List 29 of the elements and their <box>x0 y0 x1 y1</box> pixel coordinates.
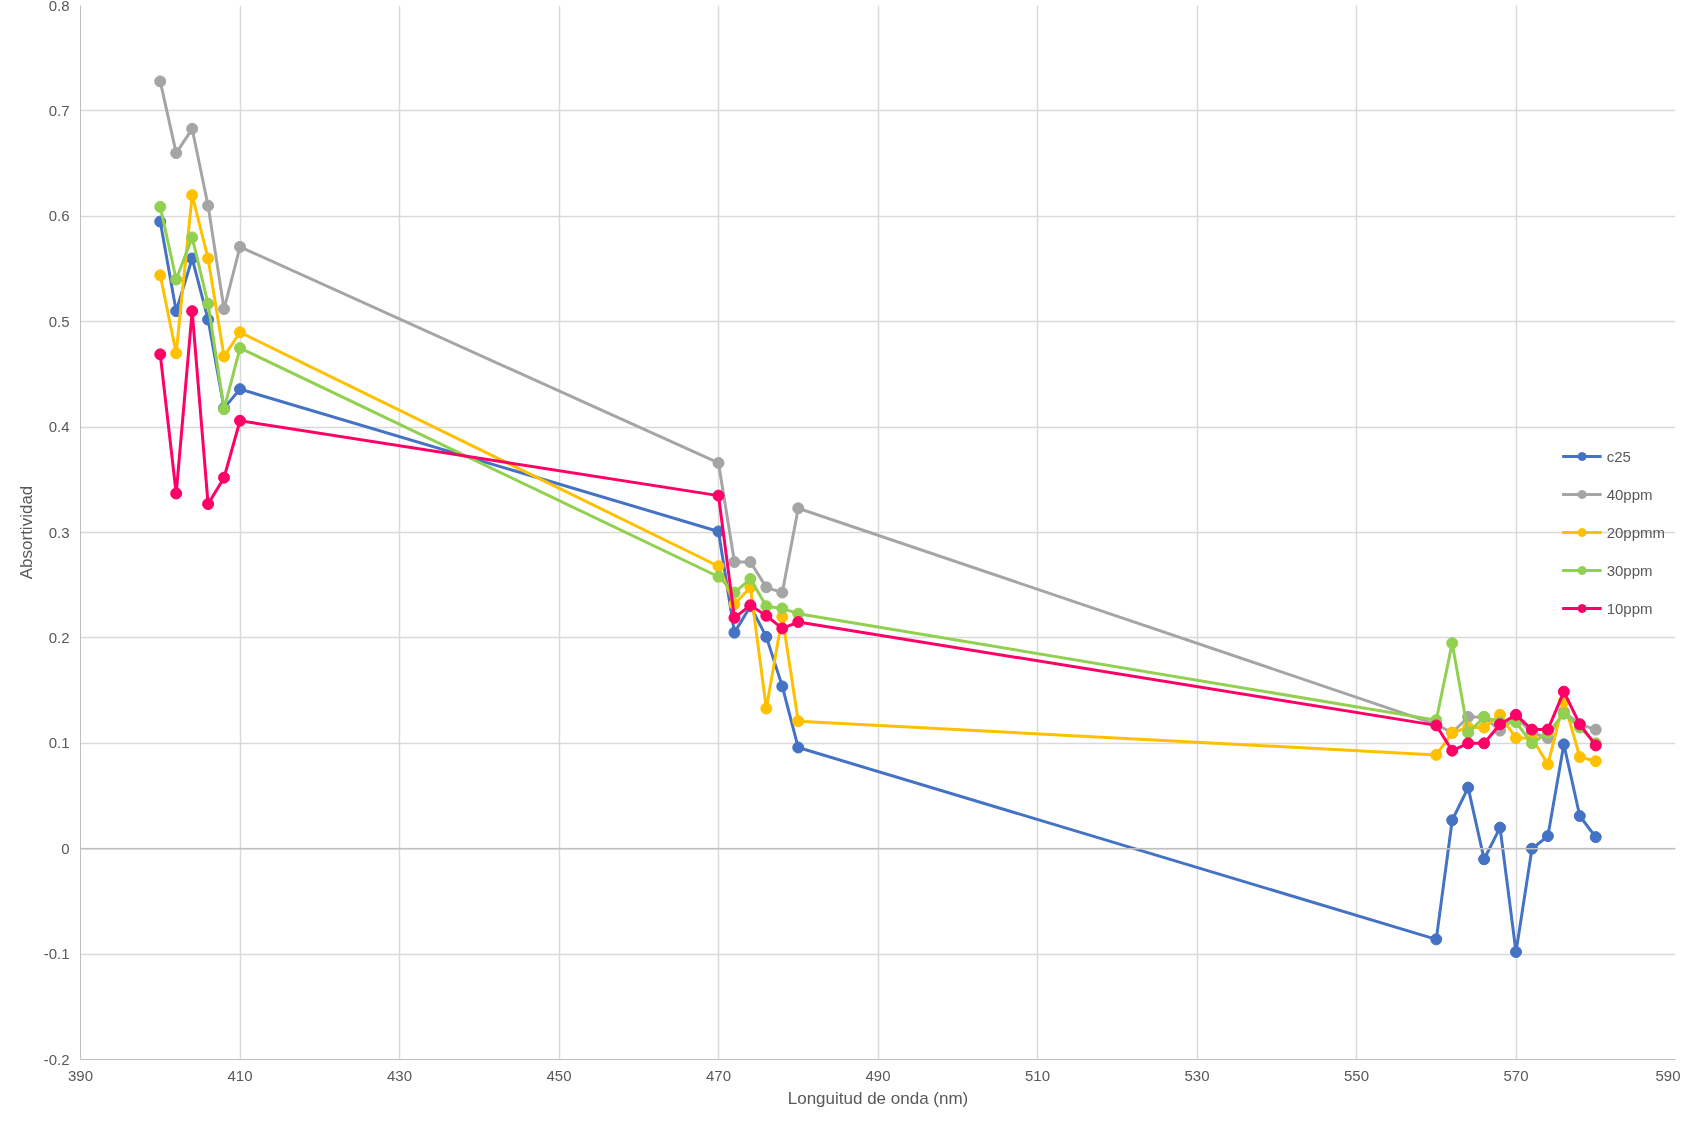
legend-label: c25 <box>1606 447 1631 465</box>
legend-label: 20ppmm <box>1606 523 1665 541</box>
y-axis-title: Absortividad <box>16 485 36 580</box>
y-tick-label: 0.5 <box>48 312 70 330</box>
x-tick-label: 550 <box>1343 1066 1370 1084</box>
y-tick-label: 0.1 <box>48 734 70 752</box>
y-tick-label: 0.7 <box>48 101 70 119</box>
x-tick-label: 510 <box>1024 1066 1051 1084</box>
legend-label: 40ppm <box>1606 485 1653 503</box>
x-tick-label: 470 <box>705 1066 732 1084</box>
legend-label: 10ppm <box>1606 599 1653 617</box>
y-tick-label: 0.3 <box>48 523 70 541</box>
y-tick-label: 0 <box>61 839 70 857</box>
x-tick-label: 570 <box>1503 1066 1529 1084</box>
y-tick-label: -0.1 <box>43 945 70 963</box>
x-axis-title: Longuitud de onda (nm) <box>787 1088 969 1108</box>
y-tick-label: 0.2 <box>48 628 70 646</box>
x-tick-label: 590 <box>1655 1066 1681 1084</box>
x-tick-label: 450 <box>546 1066 572 1084</box>
x-tick-label: 410 <box>227 1066 253 1084</box>
x-tick-label: 490 <box>865 1066 891 1084</box>
y-tick-label: -0.2 <box>43 1050 70 1068</box>
x-tick-label: 430 <box>386 1066 413 1084</box>
y-tick-label: 0.8 <box>48 0 70 14</box>
y-tick-label: 0.4 <box>48 418 70 436</box>
x-tick-label: 390 <box>67 1066 94 1084</box>
y-tick-label: 0.6 <box>48 207 70 225</box>
x-tick-label: 530 <box>1184 1066 1210 1084</box>
legend-label: 30ppm <box>1606 561 1653 579</box>
